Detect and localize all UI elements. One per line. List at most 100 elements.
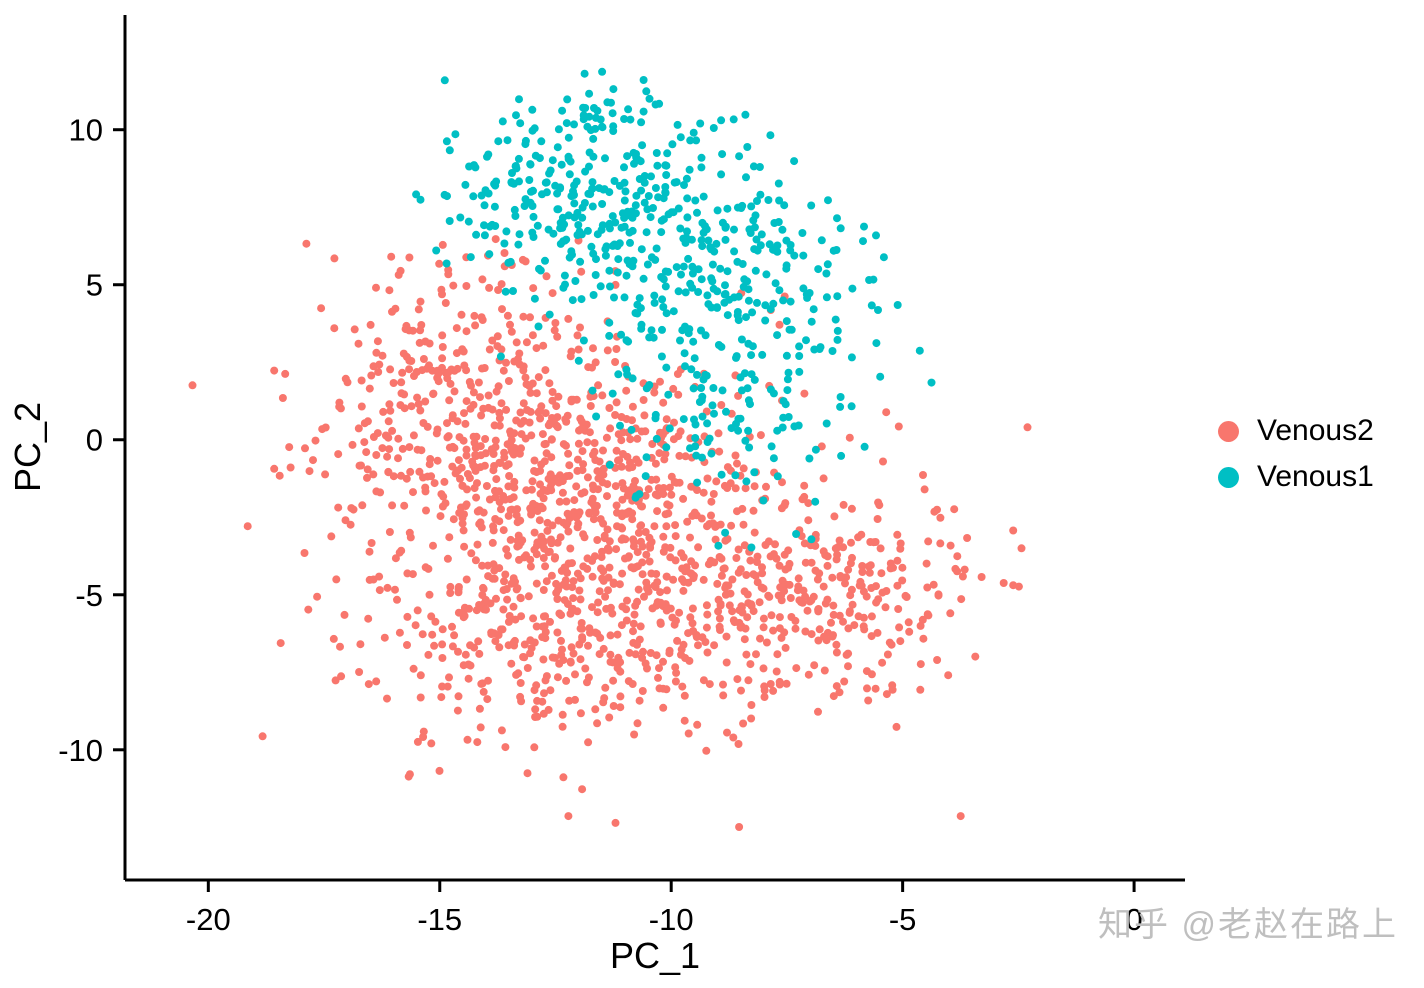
data-point — [622, 605, 631, 614]
data-point — [661, 282, 670, 291]
data-point — [591, 124, 600, 133]
data-point — [599, 446, 607, 455]
data-point — [705, 434, 714, 443]
data-point — [847, 504, 856, 513]
data-point — [642, 228, 651, 237]
data-point — [591, 456, 600, 464]
data-point — [633, 548, 642, 557]
data-point — [565, 170, 574, 179]
data-point — [596, 515, 605, 524]
data-point — [887, 640, 896, 649]
x-axis-ticks: -20 -15 -10 -5 0 — [186, 880, 1143, 937]
data-point — [823, 595, 832, 604]
data-point — [530, 124, 539, 133]
data-point — [463, 485, 471, 494]
data-point — [562, 235, 571, 244]
data-point — [512, 338, 521, 347]
data-point — [589, 134, 598, 143]
data-point — [548, 396, 557, 405]
data-point — [560, 271, 569, 280]
data-point — [659, 490, 668, 498]
data-point — [430, 641, 439, 650]
data-point — [807, 558, 816, 567]
data-point — [662, 161, 671, 170]
data-point — [522, 338, 531, 347]
data-point — [953, 552, 962, 561]
data-point — [782, 264, 791, 273]
data-point — [807, 317, 816, 326]
data-point — [313, 592, 322, 601]
data-point — [904, 618, 913, 627]
data-point — [805, 454, 814, 463]
data-point — [516, 692, 525, 701]
data-point — [786, 594, 795, 602]
data-point — [590, 439, 599, 447]
data-point — [553, 205, 562, 214]
data-point — [544, 421, 553, 430]
data-point — [650, 388, 659, 397]
data-point — [741, 624, 750, 633]
data-point — [558, 223, 567, 232]
data-point — [416, 693, 425, 702]
data-point — [732, 353, 740, 362]
legend-swatch-venous2 — [1218, 420, 1239, 442]
data-point — [438, 354, 447, 363]
data-point — [765, 592, 774, 601]
data-point — [679, 494, 688, 503]
data-point — [676, 336, 684, 345]
data-point — [598, 547, 606, 556]
data-point — [865, 568, 874, 577]
data-point — [747, 543, 756, 552]
data-point — [594, 381, 603, 390]
data-point — [648, 604, 657, 613]
data-point — [920, 485, 929, 494]
data-point — [814, 707, 822, 716]
data-point — [506, 506, 515, 514]
data-point — [519, 399, 528, 408]
data-point — [564, 152, 573, 161]
data-point — [495, 643, 504, 652]
data-point — [528, 105, 537, 114]
data-point — [591, 705, 600, 714]
data-point — [865, 276, 874, 284]
data-point — [673, 370, 682, 378]
data-point — [497, 726, 506, 735]
data-point — [819, 474, 828, 483]
data-point — [773, 247, 782, 256]
data-point — [591, 628, 600, 637]
data-point — [581, 167, 590, 176]
data-point — [532, 579, 541, 588]
data-point — [688, 604, 697, 613]
data-point — [626, 115, 635, 124]
data-point — [643, 582, 652, 591]
data-point — [363, 473, 371, 482]
data-point — [278, 394, 287, 402]
data-point — [772, 554, 781, 563]
data-point — [592, 412, 601, 421]
data-point — [664, 509, 673, 518]
data-point — [437, 285, 446, 294]
data-point — [507, 436, 516, 445]
data-point — [723, 267, 732, 276]
data-point — [503, 551, 512, 560]
data-point — [833, 292, 842, 301]
data-point — [919, 471, 927, 479]
data-point — [640, 411, 649, 420]
data-point — [515, 95, 523, 104]
data-point — [681, 452, 690, 461]
data-point — [545, 379, 554, 388]
data-point — [460, 361, 469, 370]
data-point — [526, 198, 535, 207]
data-point — [565, 511, 574, 520]
data-point — [502, 585, 511, 593]
data-point — [645, 94, 654, 103]
data-point — [610, 293, 618, 302]
data-point — [350, 325, 359, 334]
data-point — [423, 422, 432, 431]
data-point — [389, 379, 398, 387]
data-point — [936, 513, 945, 522]
data-point — [778, 225, 787, 234]
data-point — [588, 178, 597, 187]
data-point — [528, 477, 537, 486]
data-point — [745, 443, 754, 452]
